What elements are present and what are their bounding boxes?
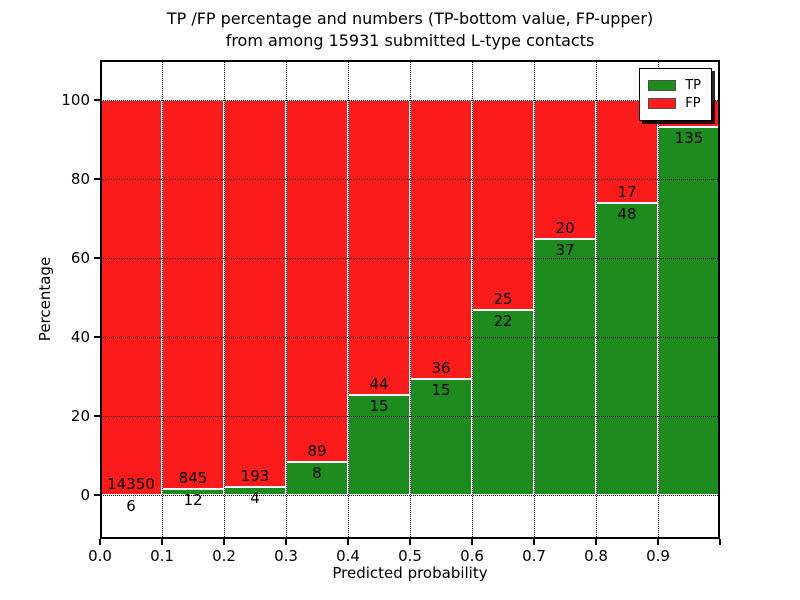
x-axis-label: Predicted probability bbox=[332, 564, 488, 582]
bar-segment-fp bbox=[348, 100, 410, 395]
fp-count-label: 20 bbox=[555, 218, 575, 237]
x-tick-label: 0.3 bbox=[274, 547, 298, 565]
x-tick-label: 0.7 bbox=[522, 547, 546, 565]
fp-count-label: 193 bbox=[240, 466, 270, 485]
y-gridline bbox=[100, 415, 720, 417]
bar-segment-tp bbox=[596, 203, 658, 495]
legend-item-tp: TP bbox=[648, 78, 701, 93]
bar-segment-fp bbox=[286, 100, 348, 463]
bar-segment-tp bbox=[534, 238, 596, 495]
tp-count-label: 6 bbox=[126, 496, 136, 515]
bar-segment-fp bbox=[224, 100, 286, 487]
x-gridline bbox=[285, 60, 287, 539]
y-gridline bbox=[100, 494, 720, 496]
bar-segment-fp bbox=[472, 100, 534, 311]
chart-title: TP /FP percentage and numbers (TP-bottom… bbox=[100, 8, 720, 52]
fp-count-label: 14350 bbox=[107, 474, 155, 493]
tp-count-label: 12 bbox=[183, 491, 203, 510]
tp-count-label: 48 bbox=[617, 205, 637, 224]
y-tick-label: 0 bbox=[80, 486, 90, 504]
legend-label-tp: TP bbox=[685, 78, 701, 93]
y-gridline bbox=[100, 178, 720, 180]
legend: TP FP bbox=[639, 68, 712, 121]
x-tick-mark bbox=[99, 539, 101, 545]
x-tick-label: 0.1 bbox=[150, 547, 174, 565]
x-tick-mark bbox=[471, 539, 473, 545]
y-tick-mark bbox=[94, 494, 100, 496]
x-tick-mark bbox=[657, 539, 659, 545]
tp-count-label: 4 bbox=[250, 488, 260, 507]
fp-count-label: 25 bbox=[493, 290, 513, 309]
bar-segment-fp bbox=[100, 100, 162, 495]
x-tick-mark bbox=[161, 539, 163, 545]
chart-title-line1: TP /FP percentage and numbers (TP-bottom… bbox=[166, 9, 654, 28]
fp-count-label: 44 bbox=[369, 374, 389, 393]
x-tick-label: 0.4 bbox=[336, 547, 360, 565]
fp-count-label: 17 bbox=[617, 183, 637, 202]
y-gridline bbox=[100, 336, 720, 338]
bar-segment-fp bbox=[410, 100, 472, 379]
legend-label-fp: FP bbox=[685, 96, 701, 111]
plot-area: TP FP 14350 6 845 12 193 4 89 8 44 15 36 15 25 22 20 37… bbox=[100, 60, 720, 539]
bar-segment-fp bbox=[534, 100, 596, 239]
tp-color-swatch bbox=[648, 80, 677, 91]
x-gridline bbox=[595, 60, 597, 539]
y-tick-label: 80 bbox=[70, 170, 90, 188]
y-tick-mark bbox=[94, 257, 100, 259]
y-tick-label: 20 bbox=[70, 407, 90, 425]
y-gridline bbox=[100, 257, 720, 259]
x-tick-mark bbox=[347, 539, 349, 545]
legend-item-fp: FP bbox=[648, 96, 701, 111]
tp-count-label: 15 bbox=[431, 380, 451, 399]
fp-count-label: 845 bbox=[178, 469, 208, 488]
y-tick-label: 60 bbox=[70, 249, 90, 267]
x-gridline bbox=[533, 60, 535, 539]
x-tick-label: 0.0 bbox=[88, 547, 112, 565]
x-gridline bbox=[409, 60, 411, 539]
x-tick-mark bbox=[595, 539, 597, 545]
tp-count-label: 22 bbox=[493, 312, 513, 331]
bar-segment-tp bbox=[658, 127, 720, 495]
tp-count-label: 15 bbox=[369, 396, 389, 415]
bar-segment-tp bbox=[472, 310, 534, 495]
x-tick-label: 0.8 bbox=[584, 547, 608, 565]
y-tick-mark bbox=[94, 336, 100, 338]
x-tick-label: 0.5 bbox=[398, 547, 422, 565]
x-gridline bbox=[657, 60, 659, 539]
x-tick-label: 0.2 bbox=[212, 547, 236, 565]
y-tick-label: 100 bbox=[61, 91, 90, 109]
x-tick-label: 0.9 bbox=[646, 547, 670, 565]
tp-count-label: 135 bbox=[674, 129, 704, 148]
x-gridline bbox=[223, 60, 225, 539]
y-tick-mark bbox=[94, 178, 100, 180]
x-tick-mark bbox=[285, 539, 287, 545]
x-tick-mark bbox=[223, 539, 225, 545]
y-tick-mark bbox=[94, 99, 100, 101]
y-tick-label: 40 bbox=[70, 328, 90, 346]
y-gridline bbox=[100, 99, 720, 101]
x-tick-mark bbox=[409, 539, 411, 545]
y-tick-mark bbox=[94, 415, 100, 417]
x-tick-label: 0.6 bbox=[460, 547, 484, 565]
fp-count-label: 89 bbox=[307, 442, 327, 461]
fp-color-swatch bbox=[648, 98, 677, 109]
bar-segment-fp bbox=[162, 100, 224, 490]
x-gridline bbox=[471, 60, 473, 539]
x-gridline bbox=[161, 60, 163, 539]
x-gridline bbox=[347, 60, 349, 539]
bar-segment-tp bbox=[348, 394, 410, 495]
x-tick-mark bbox=[533, 539, 535, 545]
x-tick-mark bbox=[719, 539, 721, 545]
tp-count-label: 37 bbox=[555, 240, 575, 259]
chart-title-line2: from among 15931 submitted L-type contac… bbox=[225, 31, 595, 50]
fp-count-label: 36 bbox=[431, 358, 451, 377]
tp-count-label: 8 bbox=[312, 464, 322, 483]
